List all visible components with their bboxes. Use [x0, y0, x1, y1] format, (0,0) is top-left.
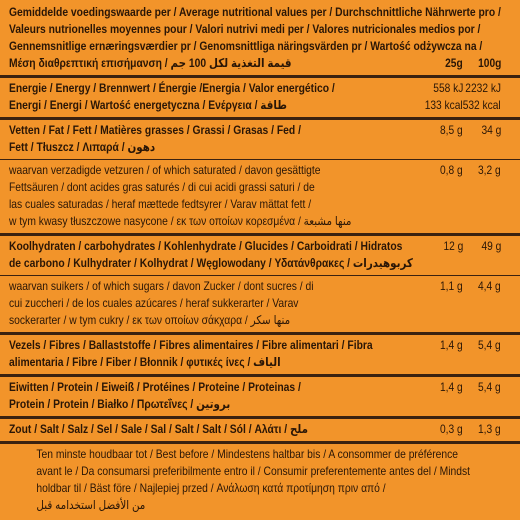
value-100g: 5,4 g [478, 338, 501, 352]
row-line: Fettsäuren / dont acides gras saturés / … [0, 179, 520, 196]
row-line: Vezels / Fibres / Ballaststoffe / Fibres… [0, 337, 520, 354]
value-100g: 49 g [481, 239, 501, 253]
row-line: waarvan verzadigde vetzuren / of which s… [0, 162, 520, 179]
row-line: Protein / Protein / Białko / Πρωτεΐνες /… [0, 396, 520, 413]
row-line: alimentaria / Fibre / Fiber / Błonnik / … [0, 354, 520, 371]
nutrient-name: Vezels / Fibres / Ballaststoffe / Fibres… [9, 338, 373, 352]
row-line: sockerarter / w tym cukry / εκ των οποίω… [0, 312, 520, 329]
header-line: Gennemsnitlige ernæringsværdier pr / Gen… [0, 38, 520, 55]
nutrient-name: alimentaria / Fibre / Fiber / Błonnik / … [9, 355, 281, 369]
row-line: Koolhydraten / carbohydrates / Kohlenhyd… [0, 238, 520, 255]
value-25g: 1,1 g [440, 279, 463, 293]
row-line: Energie / Energy / Brennwert / Énergie /… [0, 80, 520, 97]
header-text: Μέση διαθρεπτική επισήμανση / قيمة التغذ… [9, 56, 292, 70]
nutrient-row: Vezels / Fibres / Ballaststoffe / Fibres… [0, 335, 520, 377]
nutrient-name: Zout / Salt / Salz / Sel / Sale / Sal / … [9, 422, 308, 436]
nutrient-row: Eiwitten / Protein / Eiweiß / Protéines … [0, 377, 520, 419]
header-line: Valeurs nutrionelles moyennes pour / Val… [0, 21, 520, 38]
nutrient-name: Fett / Tłuszcz / Λιπαρά / دهون [9, 140, 156, 154]
nutrient-name: sockerarter / w tym cukry / εκ των οποίω… [9, 313, 291, 327]
value-100g: 3,2 g [478, 163, 501, 177]
nutrient-name: cui zuccheri / de los cuales azúcares / … [9, 296, 299, 310]
nutrient-name: Protein / Protein / Białko / Πρωτεΐνες /… [9, 397, 231, 411]
value-100g: 532 kcal [463, 98, 501, 112]
footer-text: من الأفضل استخدامه قبل [36, 498, 146, 512]
value-25g: 0,8 g [440, 163, 463, 177]
row-line: Energi / Energi / Wartość energetyczna /… [0, 97, 520, 114]
footer-line: Ten minste houdbaar tot / Best before / … [0, 446, 520, 463]
value-100g: 1,3 g [478, 422, 501, 436]
value-100g: 4,4 g [478, 279, 501, 293]
nutrient-name: Energie / Energy / Brennwert / Énergie /… [9, 81, 335, 95]
row-line: cui zuccheri / de los cuales azúcares / … [0, 295, 520, 312]
nutrient-name: de carbono / Kulhydrater / Kolhydrat / W… [9, 256, 413, 270]
row-line: de carbono / Kulhydrater / Kolhydrat / W… [0, 255, 520, 272]
row-line: Eiwitten / Protein / Eiweiß / Protéines … [0, 379, 520, 396]
row-line: Zout / Salt / Salz / Sel / Sale / Sal / … [0, 421, 520, 438]
value-100g: 2232 kJ [465, 81, 501, 95]
row-line: Fett / Tłuszcz / Λιπαρά / دهون [0, 139, 520, 156]
value-25g: 133 kcal [425, 98, 463, 112]
footer-text: Ten minste houdbaar tot / Best before / … [36, 447, 459, 461]
nutrient-subrow: waarvan suikers / of which sugars / davo… [0, 276, 520, 335]
nutrient-name: Koolhydraten / carbohydrates / Kohlenhyd… [9, 239, 403, 253]
nutrient-name: waarvan suikers / of which sugars / davo… [9, 279, 314, 293]
value-25g: 8,5 g [440, 123, 463, 137]
footer-line: من الأفضل استخدامه قبل [0, 497, 520, 514]
footer-text: holdbar til / Bäst före / Najlepiej prze… [36, 481, 386, 495]
footer: Ten minste houdbaar tot / Best before / … [0, 444, 520, 517]
value-25g: 1,4 g [440, 380, 463, 394]
nutrient-row: Zout / Salt / Salz / Sel / Sale / Sal / … [0, 419, 520, 444]
nutrient-name: Energi / Energi / Wartość energetyczna /… [9, 98, 287, 112]
value-25g: 558 kJ [432, 81, 463, 95]
value-25g: 0,3 g [440, 422, 463, 436]
header-line: Μέση διαθρεπτική επισήμανση / قيمة التغذ… [0, 55, 520, 72]
nutrient-name: w tym kwasy tłuszczowe nasycone / εκ των… [9, 214, 352, 228]
footer-text: avant le / Da consumarsi preferibilmente… [36, 464, 471, 478]
column-header: 100g [477, 56, 501, 70]
nutrient-name: waarvan verzadigde vetzuren / of which s… [9, 163, 321, 177]
nutrient-name: las cuales saturadas / heraf mættede fed… [9, 197, 312, 211]
value-25g: 1,4 g [440, 338, 463, 352]
nutrient-row: Vetten / Fat / Fett / Matières grasses /… [0, 120, 520, 160]
header-text: Valeurs nutrionelles moyennes pour / Val… [9, 22, 481, 36]
nutrient-subrow: waarvan verzadigde vetzuren / of which s… [0, 160, 520, 236]
nutrient-name: Eiwitten / Protein / Eiweiß / Protéines … [9, 380, 301, 394]
footer-line: holdbar til / Bäst före / Najlepiej prze… [0, 480, 520, 497]
header: Gemiddelde voedingswaarde per / Average … [0, 2, 520, 78]
value-25g: 12 g [443, 239, 463, 253]
nutrient-row: Koolhydraten / carbohydrates / Kohlenhyd… [0, 236, 520, 276]
row-line: waarvan suikers / of which sugars / davo… [0, 278, 520, 295]
value-100g: 34 g [481, 123, 501, 137]
footer-line: avant le / Da consumarsi preferibilmente… [0, 463, 520, 480]
nutrient-name: Fettsäuren / dont acides gras saturés / … [9, 180, 315, 194]
header-text: Gennemsnitlige ernæringsværdier pr / Gen… [9, 39, 483, 53]
row-line: w tym kwasy tłuszczowe nasycone / εκ των… [0, 213, 520, 230]
column-header: 25g [445, 56, 463, 70]
nutrient-row: Energie / Energy / Brennwert / Énergie /… [0, 78, 520, 120]
value-100g: 5,4 g [478, 380, 501, 394]
nutrient-name: Vetten / Fat / Fett / Matières grasses /… [9, 123, 301, 137]
header-text: Gemiddelde voedingswaarde per / Average … [9, 5, 501, 19]
row-line: las cuales saturadas / heraf mættede fed… [0, 196, 520, 213]
row-line: Vetten / Fat / Fett / Matières grasses /… [0, 122, 520, 139]
header-line: Gemiddelde voedingswaarde per / Average … [0, 4, 520, 21]
